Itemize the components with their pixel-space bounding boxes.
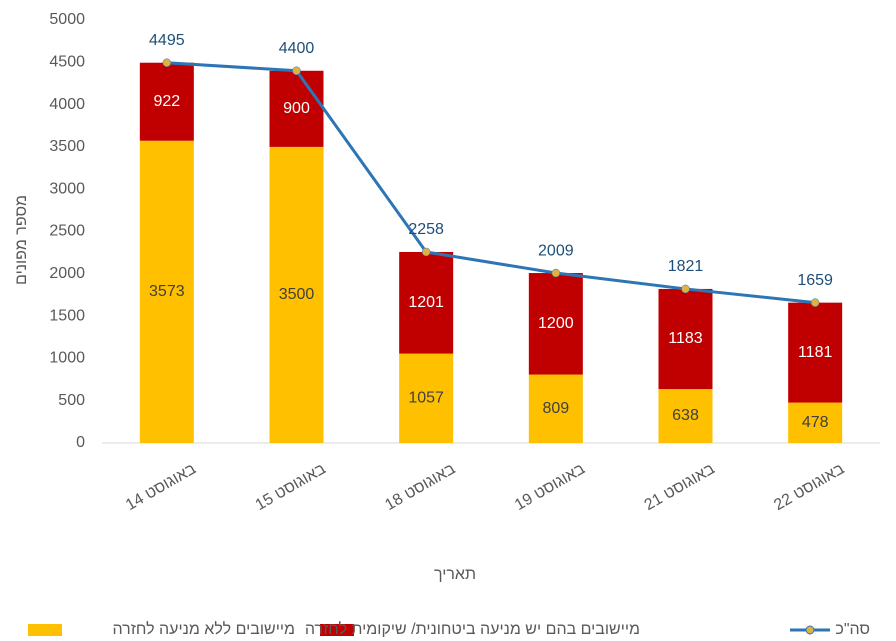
data-label: 638	[672, 407, 699, 424]
bar	[269, 70, 324, 147]
line-marker	[162, 58, 172, 67]
legend-label: סה"כ	[835, 621, 870, 638]
y-tick-label: 2500	[49, 223, 85, 240]
data-label: 1057	[408, 390, 444, 407]
x-axis-label: תאריך	[434, 566, 476, 583]
data-label: 922	[153, 93, 180, 110]
legend-swatch	[320, 624, 354, 636]
bar	[658, 389, 713, 443]
data-label: 1200	[538, 315, 574, 332]
x-tick-label: 18 באוגוסט	[382, 460, 458, 514]
line-label: 4495	[149, 32, 185, 49]
data-label: 1201	[408, 294, 444, 311]
bar	[139, 62, 194, 141]
y-tick-label: 5000	[49, 11, 85, 28]
bar	[399, 251, 454, 354]
legend-swatch	[28, 624, 62, 636]
line-label: 2009	[538, 242, 574, 259]
y-tick-label: 2000	[49, 265, 85, 282]
legend-label: מיישובים ללא מניעה לחזרה	[113, 620, 295, 638]
bar	[528, 273, 583, 375]
data-label: 3500	[279, 286, 315, 303]
line-label: 1821	[668, 258, 704, 275]
line-marker	[551, 268, 561, 278]
line-label: 2258	[408, 221, 444, 238]
y-tick-label: 500	[58, 392, 85, 409]
legend-marker	[805, 625, 815, 635]
bar	[139, 140, 194, 444]
y-tick-label: 0	[76, 434, 85, 451]
bar	[658, 288, 713, 390]
y-tick-label: 4500	[49, 54, 85, 71]
bar	[399, 353, 454, 443]
data-label: 1181	[798, 344, 833, 361]
bar	[788, 302, 843, 403]
data-label: 1183	[668, 330, 703, 347]
x-tick-label: 14 באוגוסט	[123, 460, 199, 514]
line-marker	[810, 298, 820, 307]
line-label: 4400	[279, 40, 315, 57]
bar	[528, 374, 583, 443]
data-label: 809	[542, 400, 569, 417]
y-axis-label: מספר מפונים	[13, 195, 30, 285]
bar	[788, 402, 843, 443]
y-tick-label: 3500	[49, 138, 85, 155]
x-tick-label: 22 באוגוסט	[771, 460, 847, 514]
bar	[269, 146, 324, 443]
data-label: 900	[283, 100, 310, 117]
y-tick-label: 3000	[49, 180, 85, 197]
line-marker	[681, 284, 690, 294]
x-tick-label: 19 באוגוסט	[512, 460, 588, 514]
x-tick-label: 21 באוגוסט	[642, 460, 718, 514]
data-label: 3573	[149, 283, 185, 300]
x-tick-label: 15 באוגוסט	[253, 460, 329, 514]
y-tick-label: 1000	[49, 350, 85, 367]
line-marker	[292, 66, 301, 76]
line-marker	[421, 247, 431, 257]
y-tick-label: 1500	[49, 307, 85, 324]
legend-label: מיישובים בהם יש מניעה ביטחונית/ שיקומית …	[305, 620, 640, 638]
total-line	[166, 61, 816, 305]
y-tick-label: 4000	[49, 96, 85, 113]
line-label: 1659	[797, 272, 833, 289]
data-label: 478	[802, 414, 829, 431]
